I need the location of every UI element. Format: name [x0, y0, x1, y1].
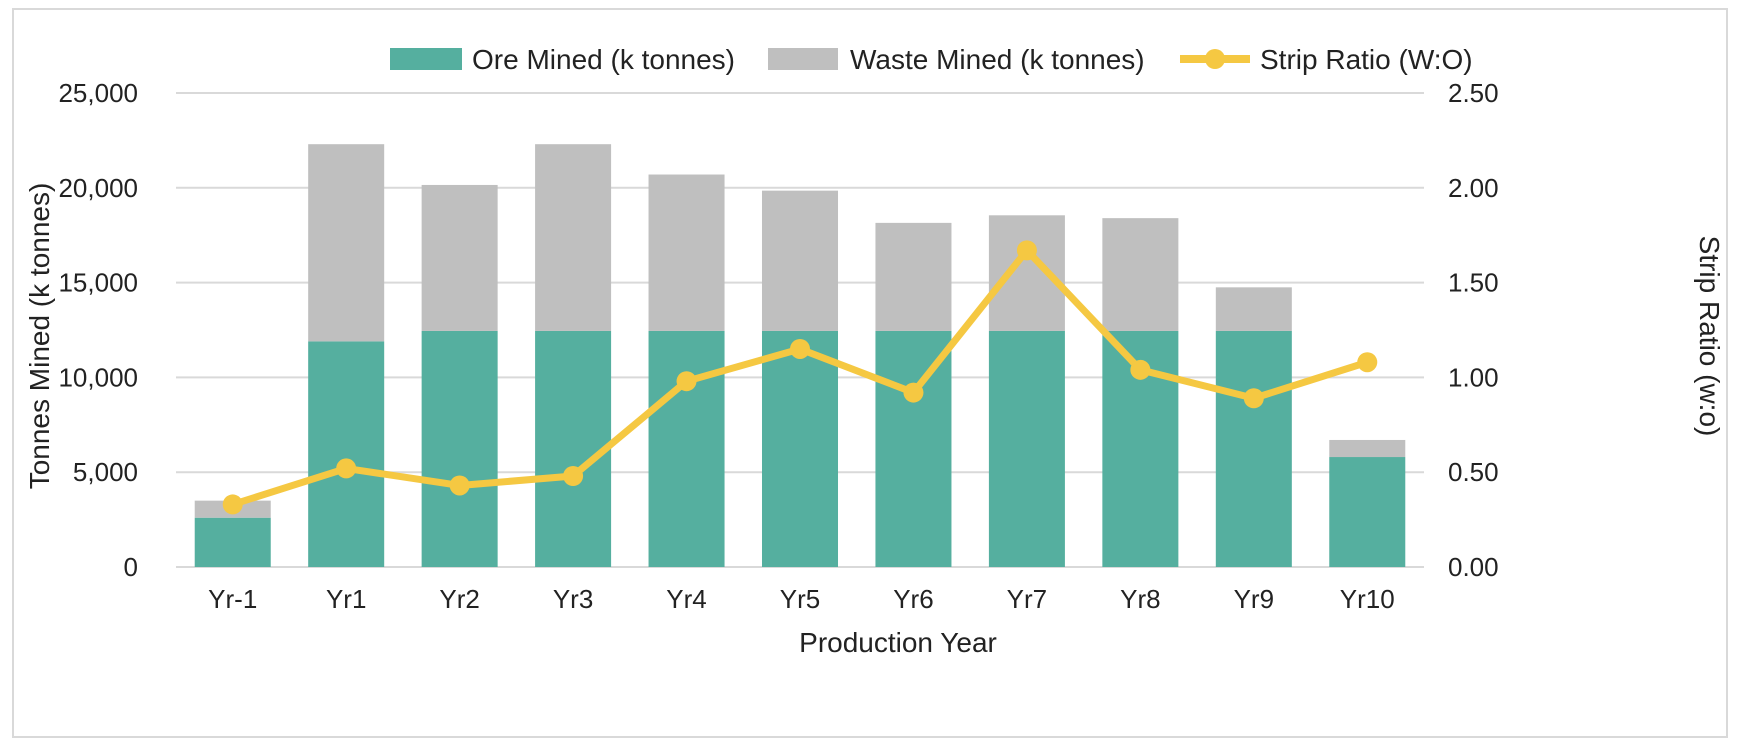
bar-waste-Yr8 [1102, 218, 1179, 331]
bar-ore-Yr-1 [194, 517, 271, 567]
y-axis-ticks: 0 5,000 10,000 15,000 20,000 25,000 [58, 78, 138, 582]
y2-tick-label: 1.00 [1448, 362, 1499, 392]
x-tick-label: Yr4 [666, 584, 706, 614]
y2-tick-label: 0.00 [1448, 552, 1499, 582]
y-tick-label: 25,000 [58, 78, 138, 108]
chart-frame: 0 5,000 10,000 15,000 20,000 25,000 0.00 0.50 1… [12, 8, 1728, 738]
bar-ore-Yr2 [421, 330, 498, 567]
y-tick-label: 20,000 [58, 173, 138, 203]
bar-waste-Yr7 [988, 215, 1065, 331]
x-tick-label: Yr8 [1120, 584, 1160, 614]
bar-waste-Yr6 [875, 222, 952, 331]
bar-ore-Yr5 [761, 330, 839, 567]
bar-waste-Yr4 [648, 174, 725, 331]
x-axis-ticks: Yr-1 Yr1 Yr2 Yr3 Yr4 Yr5 Yr6 Yr7 Yr8 Yr9 Yr10 [208, 584, 1395, 614]
y2-axis-ticks: 0.00 0.50 1.00 1.50 2.00 2.50 [1448, 78, 1499, 582]
strip-ratio-point-Yr6 [903, 382, 924, 403]
legend-swatch-waste [768, 48, 838, 70]
strip-ratio-point-Yr8 [1130, 359, 1151, 380]
y-tick-label: 10,000 [58, 362, 138, 392]
strip-ratio-point-Yr3 [563, 465, 584, 486]
strip-ratio-point-Yr5 [790, 338, 810, 359]
bars [194, 144, 1406, 567]
strip-ratio-point-Yr4 [676, 371, 697, 392]
strip-ratio-point-Yr9 [1243, 388, 1264, 409]
strip-ratio-point-Yr1 [336, 458, 357, 479]
x-tick-label: Yr9 [1234, 584, 1274, 614]
strip-ratio-point-Yr2 [449, 475, 470, 496]
legend-label-ore: Ore Mined (k tonnes) [472, 44, 735, 75]
x-tick-label: Yr2 [439, 584, 479, 614]
bar-ore-Yr1 [308, 341, 385, 567]
y2-tick-label: 2.50 [1448, 78, 1499, 108]
strip-ratio-point-Yr10 [1357, 352, 1378, 373]
bar-ore-Yr7 [988, 330, 1065, 567]
bar-waste-Yr10 [1329, 439, 1406, 458]
strip-ratio-point-Yr7 [1016, 240, 1037, 261]
y2-tick-label: 0.50 [1448, 457, 1499, 487]
x-tick-label: Yr3 [553, 584, 593, 614]
y-tick-label: 15,000 [58, 268, 138, 298]
y-tick-label: 0 [124, 552, 138, 582]
bar-waste-Yr3 [535, 144, 612, 331]
y-axis-title: Tonnes Mined (k tonnes) [24, 183, 55, 490]
bar-waste-Yr9 [1215, 287, 1292, 331]
x-tick-label: Yr-1 [208, 584, 257, 614]
legend-swatch-ore [390, 48, 462, 70]
legend-swatch-strip-marker [1205, 49, 1225, 69]
chart: 0 5,000 10,000 15,000 20,000 25,000 0.00 0.50 1… [24, 44, 1725, 658]
strip-ratio-line [222, 240, 1378, 515]
x-axis-title: Production Year [799, 627, 997, 658]
y2-tick-label: 2.00 [1448, 173, 1499, 203]
bar-waste-Yr5 [761, 190, 839, 331]
bar-ore-Yr3 [535, 330, 612, 567]
strip-ratio-point-Yr-1 [222, 494, 243, 515]
x-tick-label: Yr7 [1007, 584, 1047, 614]
bar-ore-Yr4 [648, 330, 725, 567]
legend-label-strip: Strip Ratio (W:O) [1260, 44, 1473, 75]
bar-ore-Yr9 [1215, 330, 1292, 567]
x-tick-label: Yr5 [780, 584, 820, 614]
bar-waste-Yr1 [308, 144, 385, 342]
y-tick-label: 5,000 [73, 457, 138, 487]
bar-ore-Yr10 [1329, 457, 1406, 567]
x-tick-label: Yr10 [1340, 584, 1395, 614]
legend: Ore Mined (k tonnes) Waste Mined (k tonn… [390, 44, 1473, 75]
x-tick-label: Yr6 [893, 584, 933, 614]
legend-label-waste: Waste Mined (k tonnes) [850, 44, 1145, 75]
y2-axis-title: Strip Ratio (w:o) [1694, 236, 1725, 437]
x-tick-label: Yr1 [326, 584, 366, 614]
bar-waste-Yr2 [421, 184, 498, 331]
bar-ore-Yr6 [875, 330, 952, 567]
y2-tick-label: 1.50 [1448, 268, 1499, 298]
